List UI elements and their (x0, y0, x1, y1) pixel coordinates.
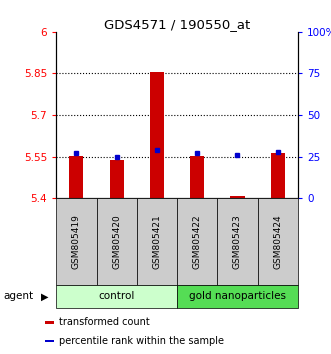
Bar (56, 198, 97, 285)
Bar (56, 285, 177, 308)
Text: gold nanoparticles: gold nanoparticles (189, 291, 286, 302)
Text: GSM805422: GSM805422 (193, 214, 202, 269)
Bar (177, 198, 217, 285)
Text: percentile rank within the sample: percentile rank within the sample (59, 336, 224, 346)
Bar (45, 339, 54, 342)
Bar (70, 156, 83, 198)
Text: control: control (99, 291, 135, 302)
Bar (177, 285, 298, 308)
Bar (190, 156, 204, 198)
Bar (137, 198, 177, 285)
Bar (150, 72, 164, 198)
Text: transformed count: transformed count (59, 318, 150, 327)
Bar (110, 160, 124, 198)
Text: GSM805419: GSM805419 (72, 214, 81, 269)
Text: GSM805421: GSM805421 (153, 214, 162, 269)
Text: GSM805424: GSM805424 (273, 214, 282, 269)
Text: GSM805423: GSM805423 (233, 214, 242, 269)
Bar (258, 198, 298, 285)
Bar (45, 321, 54, 324)
Bar (97, 198, 137, 285)
Bar (271, 153, 285, 198)
Bar (230, 196, 245, 198)
Text: GSM805420: GSM805420 (112, 214, 121, 269)
Text: agent: agent (3, 291, 33, 302)
Title: GDS4571 / 190550_at: GDS4571 / 190550_at (104, 18, 250, 31)
Text: ▶: ▶ (41, 291, 48, 302)
Bar (217, 198, 258, 285)
